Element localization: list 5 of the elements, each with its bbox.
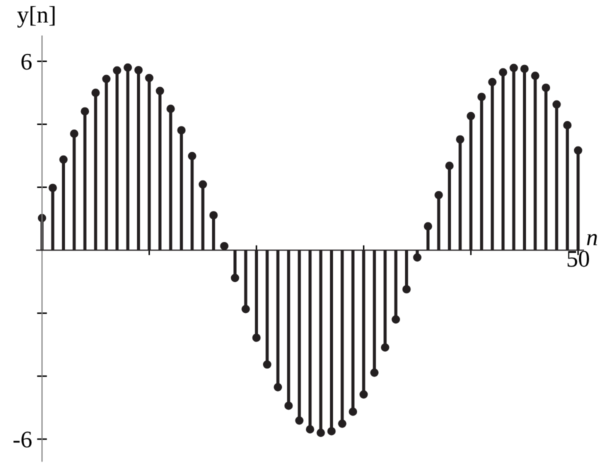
x-axis-title: n bbox=[587, 234, 598, 246]
annotation: 50 bbox=[568, 250, 589, 267]
y-tick-label: 6 bbox=[22, 54, 32, 70]
y-tick-label: -6 bbox=[14, 432, 32, 448]
y-axis-title: y[n] bbox=[17, 6, 55, 28]
